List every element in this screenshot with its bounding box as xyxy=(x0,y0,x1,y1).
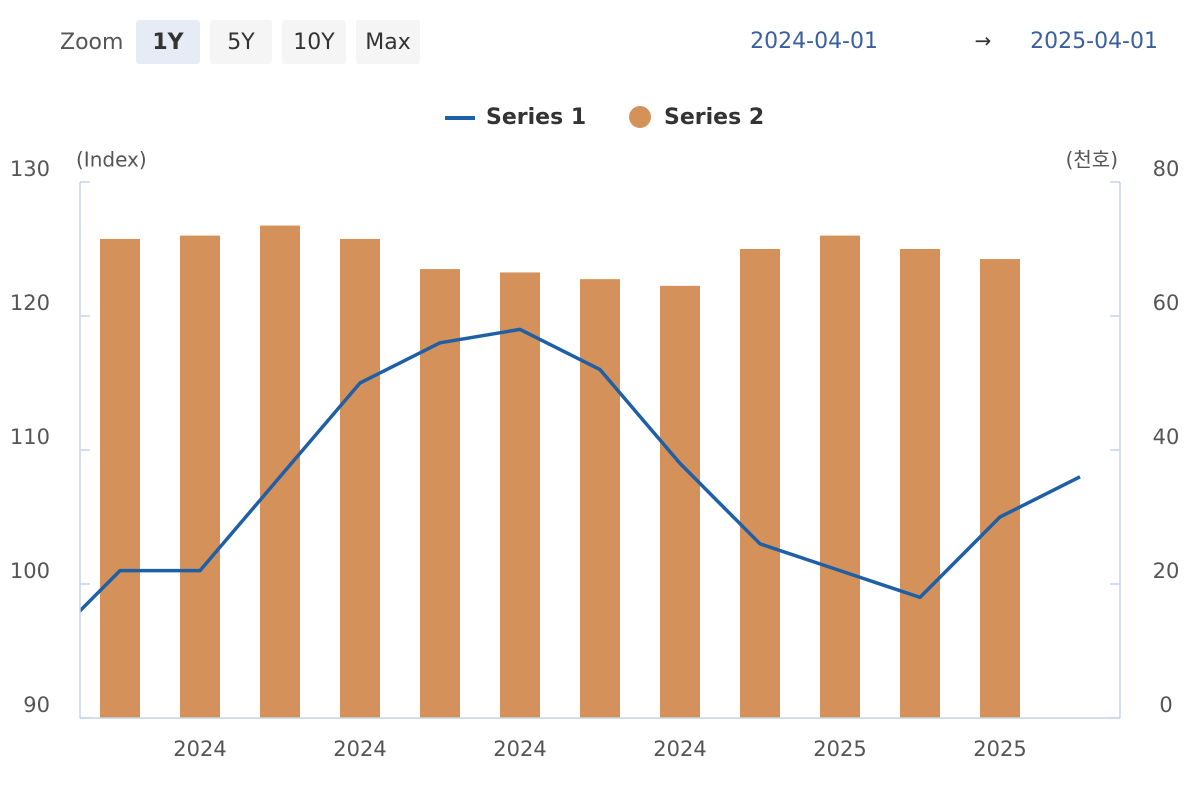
zoom-button-bg xyxy=(282,20,346,64)
bar xyxy=(500,272,540,718)
zoom-button-bg xyxy=(136,20,200,64)
bar xyxy=(580,279,620,718)
y2-axis-title: (천호) xyxy=(1066,148,1118,172)
bar xyxy=(660,285,700,718)
range-to: 2025-04-01 xyxy=(1030,29,1158,54)
zoom-button-label: 1Y xyxy=(152,30,184,55)
range-from: 2024-04-01 xyxy=(750,29,878,54)
bar xyxy=(740,249,780,718)
y-tick-label: 120 xyxy=(10,291,50,315)
zoom-button-label: Max xyxy=(365,30,410,55)
plot-area xyxy=(80,225,1081,718)
y2-tick-label: 20 xyxy=(1153,559,1180,583)
zoom-button[interactable]: 5Y xyxy=(210,20,272,64)
bar xyxy=(260,225,300,718)
y-tick-label: 90 xyxy=(23,693,50,717)
legend-item[interactable]: Series 1 xyxy=(445,105,586,130)
x-tick-label: 2024 xyxy=(333,737,386,761)
y-tick-label: 100 xyxy=(10,559,50,583)
x-tick-label: 2024 xyxy=(173,737,226,761)
bar xyxy=(980,259,1020,718)
line xyxy=(80,327,1081,614)
zoom-button[interactable]: 10Y xyxy=(282,20,346,64)
y2-tick-label: 60 xyxy=(1153,291,1180,315)
bar xyxy=(900,249,940,718)
zoom-button-label: 5Y xyxy=(227,30,255,55)
range-arrow: → xyxy=(975,29,992,53)
y2-tick-label: 80 xyxy=(1153,157,1180,181)
x-tick-label: 2024 xyxy=(653,737,706,761)
bar xyxy=(180,235,220,718)
legend-label: Series 2 xyxy=(664,105,764,130)
zoom-button[interactable]: Max xyxy=(356,20,420,64)
zoom-button-bg xyxy=(356,20,420,64)
bar xyxy=(340,238,380,718)
zoom-label: Zoom xyxy=(60,30,123,55)
y-tick-label: 110 xyxy=(10,425,50,449)
y2-tick-label: 0 xyxy=(1159,693,1172,717)
bar xyxy=(820,235,860,718)
x-tick-label: 2024 xyxy=(493,737,546,761)
legend-label: Series 1 xyxy=(486,105,586,130)
bar xyxy=(420,269,460,718)
y-tick-label: 130 xyxy=(10,157,50,181)
legend-item[interactable]: Series 2 xyxy=(629,105,764,130)
zoom-button-bg xyxy=(210,20,272,64)
y-axis-title: (Index) xyxy=(76,148,147,172)
zoom-button-label: 10Y xyxy=(293,30,335,55)
x-tick-label: 2025 xyxy=(813,737,866,761)
zoom-buttons: 1Y 5Y 10Y Max xyxy=(136,20,420,64)
x-tick-label: 2025 xyxy=(973,737,1026,761)
zoom-button[interactable]: 1Y xyxy=(136,20,200,64)
legend-swatch xyxy=(629,106,651,128)
bar xyxy=(100,238,140,718)
y2-tick-label: 40 xyxy=(1153,425,1180,449)
